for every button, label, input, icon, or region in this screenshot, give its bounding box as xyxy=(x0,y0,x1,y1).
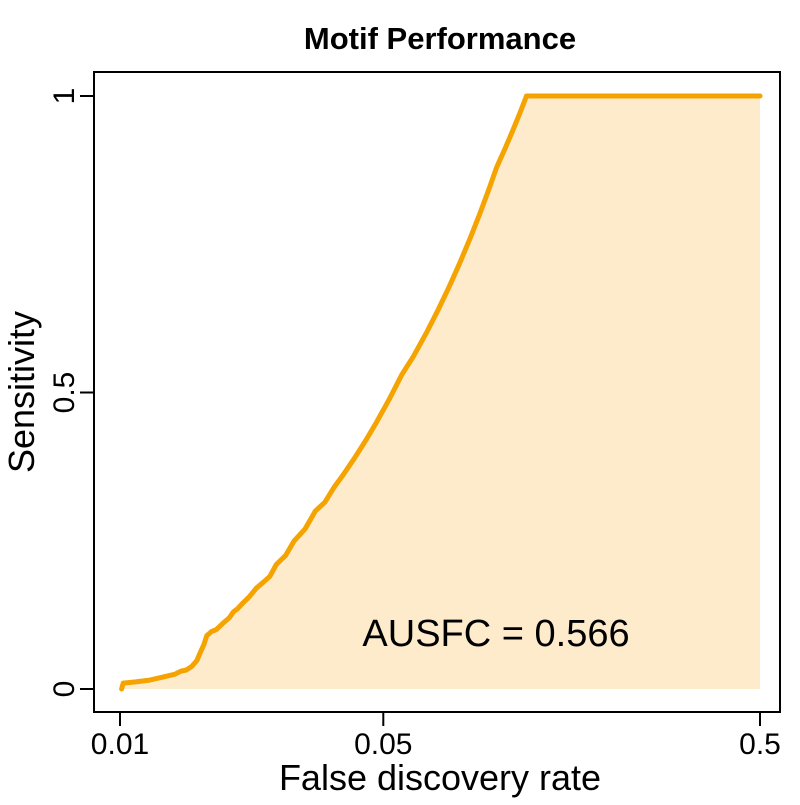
y-tick-label: 0 xyxy=(48,681,81,698)
sensitivity-area xyxy=(121,96,761,689)
line-layer xyxy=(119,93,763,692)
x-tick-label: 0.5 xyxy=(739,728,781,761)
y-tick-label: 1 xyxy=(48,88,81,105)
x-axis: 0.01 0.05 0.5 xyxy=(91,712,781,761)
chart-title: Motif Performance xyxy=(304,21,576,56)
x-tick-label: 0.05 xyxy=(354,728,412,761)
x-axis-label: False discovery rate xyxy=(279,757,601,798)
sensitivity-line xyxy=(119,93,763,692)
y-axis-label: Sensitivity xyxy=(1,311,42,473)
ausfc-annotation: AUSFC = 0.566 xyxy=(362,613,629,655)
x-tick-label: 0.01 xyxy=(91,728,149,761)
y-tick-label: 0.5 xyxy=(48,372,81,414)
fill-layer xyxy=(121,96,761,689)
y-axis: 00.51 xyxy=(48,88,94,698)
